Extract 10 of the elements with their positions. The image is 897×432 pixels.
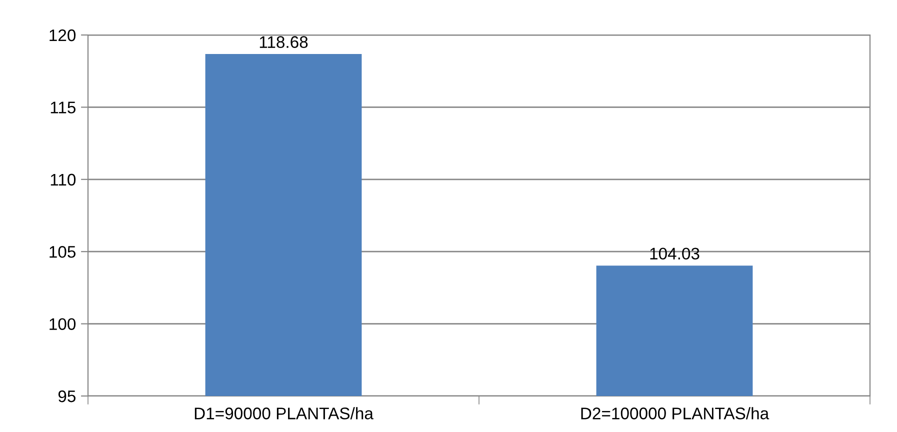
y-tick-label: 120 <box>50 29 76 42</box>
data-label: 118.68 <box>260 36 308 48</box>
x-tick-label: D1=90000 PLANTAS/ha <box>194 407 374 420</box>
data-label: 104.03 <box>650 248 700 260</box>
x-tick-label: D2=100000 PLANTAS/ha <box>581 407 770 420</box>
y-tick-label: 95 <box>58 390 76 402</box>
y-tick-label: 110 <box>50 174 76 186</box>
y-tick-label: 100 <box>50 318 76 330</box>
y-tick-label: 105 <box>50 246 76 258</box>
y-tick-label: 115 <box>50 102 76 114</box>
